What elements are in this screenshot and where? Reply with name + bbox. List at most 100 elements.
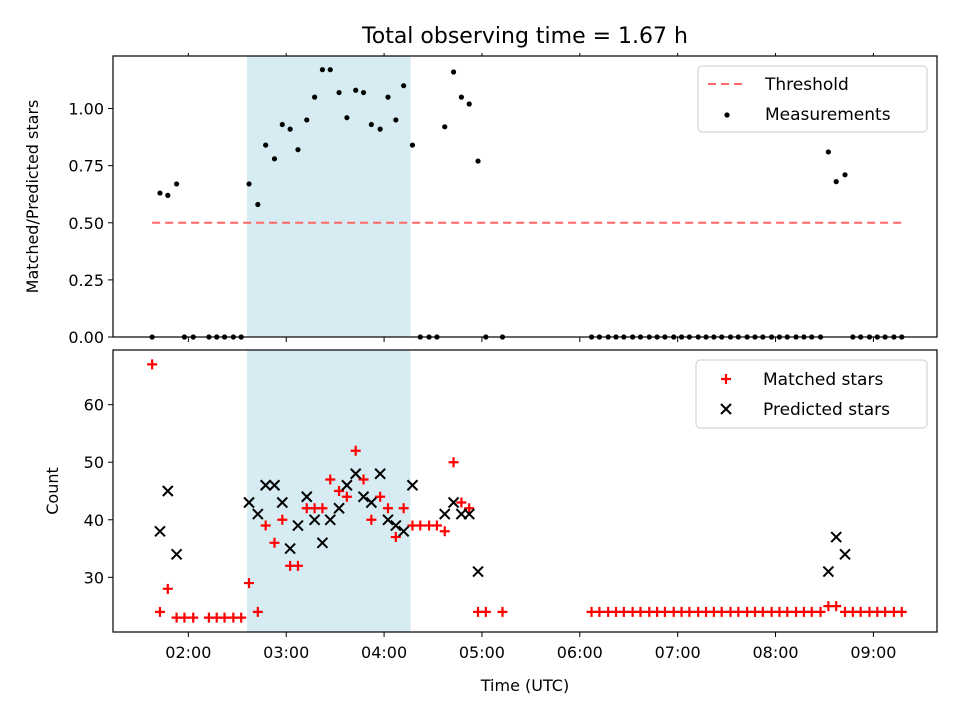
measurement-point bbox=[344, 115, 350, 121]
matched-star-point bbox=[188, 612, 199, 623]
measurement-point bbox=[842, 172, 848, 178]
matched-star-point bbox=[782, 606, 793, 617]
axes-frame bbox=[112, 55, 938, 338]
predicted-star-point bbox=[308, 514, 321, 526]
predicted-star-point bbox=[162, 485, 174, 497]
predicted-star-point bbox=[341, 479, 353, 491]
matched-star-point bbox=[635, 606, 646, 617]
predicted-star-point bbox=[830, 531, 842, 543]
x-tick-label: 06:00 bbox=[557, 643, 603, 662]
matched-star-point bbox=[358, 474, 369, 485]
predicted-star-point bbox=[252, 508, 264, 520]
x-tick-label: 08:00 bbox=[752, 643, 798, 662]
measurement-point bbox=[393, 117, 399, 123]
matched-star-point bbox=[815, 606, 826, 617]
predicted-star-point bbox=[390, 519, 402, 532]
predicted-star-point bbox=[301, 491, 313, 503]
predicted-star-point bbox=[316, 537, 329, 549]
measurement-point bbox=[466, 101, 472, 107]
measurement-point bbox=[311, 94, 318, 100]
matched-star-point bbox=[398, 503, 409, 514]
matched-star-point bbox=[855, 606, 866, 617]
measurement-point bbox=[360, 89, 367, 96]
measurement-point bbox=[336, 89, 342, 96]
panel-2: 02:00 03:00 04:00 05:00 06:00 07:00 08:00 09:00… bbox=[43, 349, 938, 662]
measurement-point bbox=[825, 149, 831, 155]
matched-star-point bbox=[390, 532, 401, 543]
predicted-star-point bbox=[170, 548, 183, 561]
measurement-point bbox=[295, 147, 301, 153]
x-tick-label: 04:00 bbox=[361, 643, 407, 662]
matched-star-point bbox=[716, 606, 727, 617]
y-tick-label: 60 bbox=[84, 396, 104, 415]
matched-star-point bbox=[456, 497, 467, 508]
measurement-point bbox=[271, 156, 278, 162]
matched-star-point bbox=[252, 606, 263, 617]
predicted-star-point bbox=[243, 496, 255, 509]
matched-star-point bbox=[292, 560, 303, 571]
y-tick-label: 0.00 bbox=[68, 328, 104, 347]
highlight-span bbox=[247, 56, 411, 337]
predicted-star-point bbox=[284, 542, 296, 555]
chart-title: Total observing time = 1.67 h bbox=[361, 24, 688, 49]
predicted-star-point bbox=[839, 548, 851, 561]
predicted-star-point bbox=[472, 565, 484, 578]
predicted-star-point bbox=[463, 508, 475, 520]
matched-star-point bbox=[179, 612, 190, 623]
measurement-point bbox=[458, 94, 464, 100]
matched-star-point bbox=[162, 583, 173, 594]
predicted-star-point bbox=[397, 525, 410, 537]
matched-star-point bbox=[431, 520, 442, 531]
matched-star-point bbox=[448, 457, 459, 468]
measurement-point bbox=[246, 181, 252, 187]
predicted-star-point bbox=[349, 468, 362, 480]
x-tick-label: 09:00 bbox=[850, 643, 896, 662]
measurement-point bbox=[442, 124, 448, 130]
predicted-star-point bbox=[822, 565, 835, 578]
y-tick-label: 1.00 bbox=[68, 100, 104, 119]
legend-measurements-label: Measurements bbox=[765, 105, 891, 125]
y-axis-label: Count bbox=[43, 467, 62, 515]
matched-star-point bbox=[334, 486, 345, 496]
x-axis-label: Time (UTC) bbox=[480, 676, 569, 695]
predicted-star-point bbox=[357, 491, 370, 503]
x-tick-label: 02:00 bbox=[165, 643, 211, 662]
matched-star-point bbox=[269, 537, 280, 548]
matched-star-point bbox=[277, 514, 288, 525]
y-tick-label: 0.75 bbox=[68, 157, 104, 176]
matched-star-point bbox=[896, 606, 907, 617]
predicted-star-point bbox=[365, 496, 378, 509]
matched-star-point bbox=[439, 526, 450, 537]
axes-frame bbox=[112, 349, 938, 633]
x-tick-label: 05:00 bbox=[459, 643, 505, 662]
matched-star-point bbox=[831, 601, 842, 612]
matched-star-point bbox=[219, 612, 230, 623]
measurement-point bbox=[157, 190, 163, 196]
y-tick-label: 30 bbox=[84, 568, 104, 587]
matched-star-point bbox=[317, 503, 328, 514]
predicted-star-point bbox=[447, 496, 460, 509]
matched-star-point bbox=[154, 606, 165, 617]
measurement-point bbox=[385, 94, 391, 100]
y-tick-label: 0.50 bbox=[68, 214, 104, 233]
x-tick-label: 07:00 bbox=[655, 643, 701, 662]
legend-measurements-swatch bbox=[724, 112, 730, 118]
matched-star-point bbox=[236, 612, 247, 623]
matched-star-point bbox=[659, 606, 670, 617]
matched-star-point bbox=[880, 606, 891, 617]
matched-star-point bbox=[594, 606, 605, 617]
matched-star-point bbox=[341, 491, 352, 502]
highlight-span bbox=[247, 350, 411, 632]
legend-threshold-label: Threshold bbox=[764, 75, 849, 95]
y-tick-label: 40 bbox=[84, 511, 104, 530]
measurement-point bbox=[255, 201, 261, 208]
measurement-point bbox=[319, 67, 326, 73]
matched-star-point bbox=[464, 503, 475, 514]
matched-star-point bbox=[806, 606, 817, 617]
measurement-point bbox=[174, 181, 180, 187]
legend-matched-swatch bbox=[721, 374, 731, 384]
predicted-star-point bbox=[324, 514, 336, 526]
matched-star-point bbox=[325, 474, 336, 485]
